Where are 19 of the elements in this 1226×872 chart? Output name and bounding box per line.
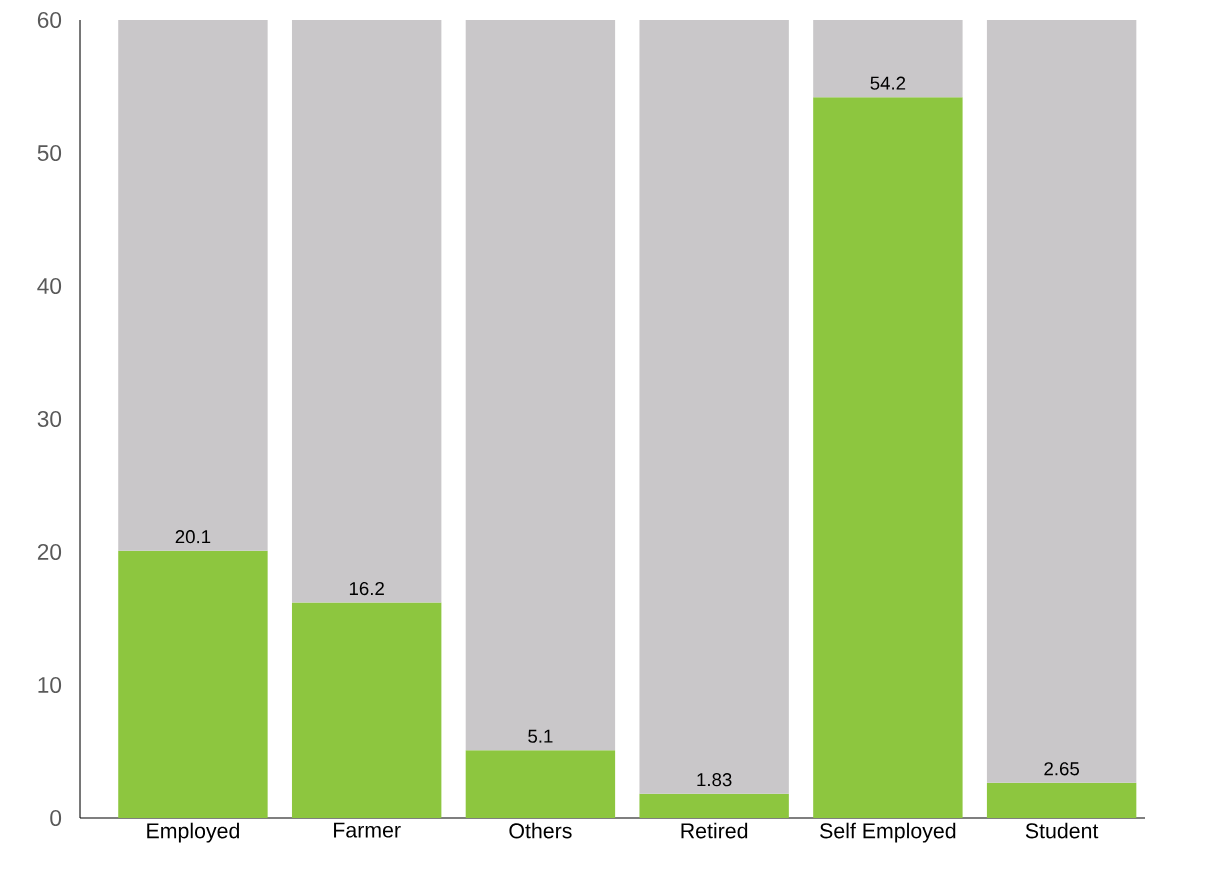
x-tick-label: Employed [147, 822, 239, 843]
data-label: 20.1 [175, 530, 211, 544]
x-tick-label: Others [509, 822, 572, 839]
y-tick-label: 40 [37, 277, 62, 295]
x-tick-label: Retired [681, 822, 748, 839]
y-tick-label: 60 [37, 11, 62, 29]
y-tick-label: 0 [50, 809, 62, 827]
data-label: 2.65 [1044, 762, 1079, 776]
y-tick-label: 10 [38, 676, 62, 694]
y-tick-label: 20 [37, 543, 62, 561]
data-label: 16.2 [349, 581, 384, 596]
y-tick-label: 30 [37, 410, 62, 428]
data-label: 1.83 [697, 773, 732, 787]
y-tick-label: 50 [37, 144, 62, 162]
data-label: 5.1 [528, 729, 553, 743]
x-tick-label: Self Employed [820, 822, 956, 843]
x-tick-label: Farmer [334, 822, 401, 838]
data-label: 54.2 [870, 76, 906, 90]
x-tick-label: Student [1025, 822, 1099, 839]
